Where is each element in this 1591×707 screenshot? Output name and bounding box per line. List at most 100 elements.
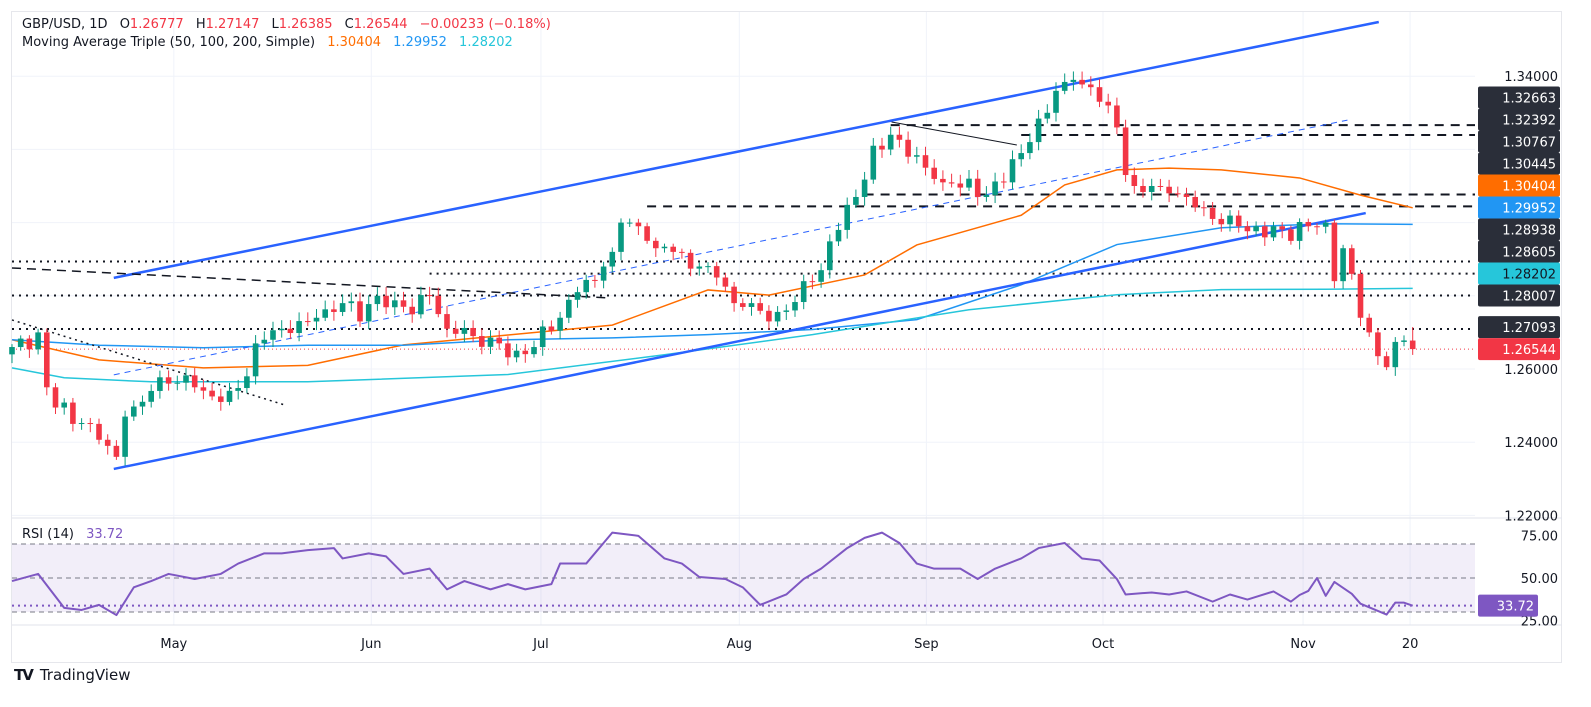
candle	[400, 291, 407, 313]
candle-body	[1061, 81, 1068, 91]
candle-body	[183, 375, 189, 383]
candle	[522, 344, 529, 363]
rsi-value-label: 33.72	[1497, 600, 1534, 615]
candle	[1253, 221, 1259, 237]
candle	[940, 170, 946, 191]
candle-body	[1375, 332, 1381, 357]
candle	[113, 440, 120, 460]
candle-body	[1175, 193, 1181, 195]
candle	[696, 262, 703, 276]
candle	[1235, 210, 1242, 233]
candle-body	[1270, 226, 1277, 238]
time-tick: May	[160, 637, 187, 652]
price-label-bg	[1478, 284, 1560, 307]
candle-body	[1053, 90, 1059, 113]
candle	[783, 304, 790, 320]
candle	[1027, 133, 1033, 160]
candle-body	[644, 226, 650, 241]
candle-body	[400, 300, 407, 307]
candle	[261, 331, 268, 350]
candle	[148, 384, 154, 408]
candle	[244, 368, 250, 393]
candle	[1349, 244, 1355, 280]
candle	[1166, 179, 1172, 203]
price-tick: 1.26000	[1504, 363, 1558, 378]
ma-line	[11, 222, 1413, 349]
candle-body	[1401, 340, 1407, 342]
candle	[157, 370, 163, 399]
candle	[844, 197, 850, 239]
candle-body	[1288, 229, 1294, 241]
candle-body	[1018, 153, 1024, 160]
candle-body	[653, 240, 659, 249]
candle	[853, 189, 859, 208]
candle-body	[879, 145, 885, 150]
candle-body	[392, 300, 398, 308]
rsi-tick: 50.00	[1521, 572, 1558, 587]
candle	[957, 174, 964, 197]
candle	[574, 286, 581, 308]
time-tick: 20	[1402, 637, 1419, 652]
candle-body	[296, 321, 302, 334]
candle-body	[566, 299, 572, 318]
candle	[17, 335, 24, 351]
candle-body	[113, 445, 120, 457]
candle	[740, 298, 746, 311]
candle	[1357, 269, 1364, 327]
candle-body	[157, 377, 163, 391]
candle-body	[1305, 221, 1312, 227]
candle-body	[409, 306, 415, 315]
candle-body	[270, 330, 276, 340]
candle	[1392, 337, 1399, 376]
candle-body	[766, 310, 772, 322]
candle-body	[740, 303, 746, 307]
candle	[557, 311, 563, 340]
candle	[44, 328, 50, 396]
candle-body	[914, 155, 920, 157]
candle	[992, 172, 998, 204]
candle	[948, 173, 955, 188]
candle-body	[226, 390, 233, 402]
candle-body	[861, 179, 868, 197]
time-tick: Aug	[727, 637, 752, 652]
candles	[9, 71, 1416, 466]
candle	[548, 320, 555, 335]
candle-body	[1027, 142, 1033, 154]
candle-body	[513, 350, 520, 358]
candle-body	[1340, 248, 1346, 282]
price-label-bg	[1478, 196, 1560, 219]
symbol-title[interactable]: GBP/USD, 1D	[22, 17, 108, 32]
candle-body	[635, 222, 642, 227]
candle	[122, 410, 128, 466]
candle	[96, 418, 102, 445]
candle	[1218, 213, 1225, 232]
high-value: 1.27147	[205, 17, 260, 32]
candle-body	[809, 281, 816, 283]
candle-body	[1088, 84, 1094, 88]
ma-title[interactable]: Moving Average Triple (50, 100, 200, Sim…	[22, 35, 316, 50]
candle-body	[896, 134, 903, 140]
candle-body	[1070, 79, 1077, 82]
candle	[1114, 97, 1120, 135]
candle	[505, 336, 511, 366]
candle-body	[1201, 207, 1207, 209]
candle-body	[1322, 222, 1329, 227]
candle-body	[1392, 341, 1399, 368]
candle-body	[1079, 79, 1085, 85]
tradingview-logo[interactable]: 𝗧𝗩 TradingView	[14, 666, 130, 684]
candle-body	[774, 311, 781, 322]
candle-body	[853, 196, 859, 205]
candle	[513, 343, 520, 363]
candle-body	[235, 388, 241, 391]
price-tick: 1.34000	[1504, 70, 1558, 85]
candle	[1244, 221, 1251, 240]
open-value: 1.26777	[129, 17, 184, 32]
candle-body	[539, 326, 546, 348]
rsi-title[interactable]: RSI (14)	[22, 527, 74, 542]
candle	[818, 263, 824, 288]
price-label: 1.32392	[1478, 108, 1560, 131]
candle-body	[1035, 118, 1042, 143]
candle	[418, 286, 424, 319]
candle	[348, 292, 355, 312]
